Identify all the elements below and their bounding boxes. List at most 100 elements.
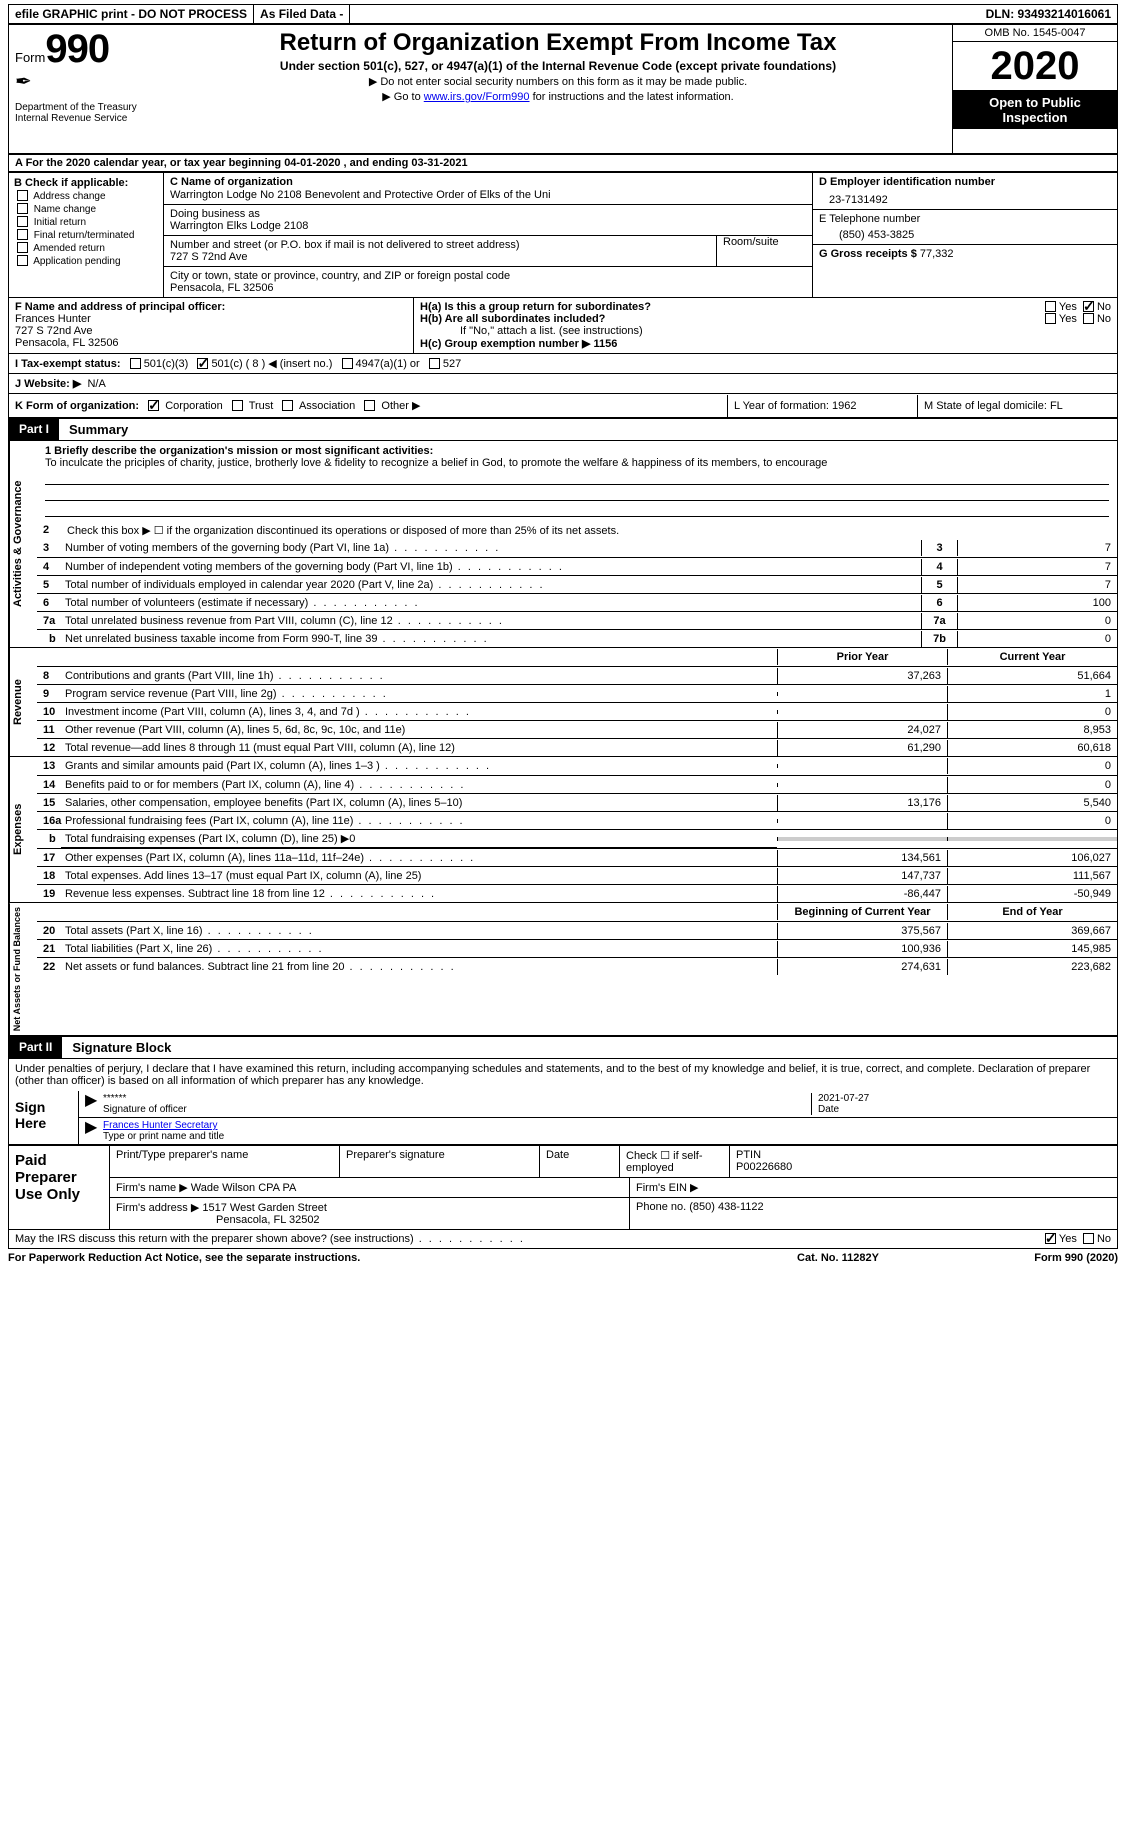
checkbox-icon[interactable]: [17, 190, 28, 201]
prep-label: Paid Preparer Use Only: [9, 1146, 109, 1229]
sig-declare: Under penalties of perjury, I declare th…: [9, 1059, 1117, 1091]
c-name-label: C Name of organization: [170, 176, 806, 188]
end-hdr: End of Year: [947, 904, 1117, 920]
tax-year: 2020: [953, 42, 1117, 91]
line17: Other expenses (Part IX, column (A), lin…: [61, 850, 777, 866]
sig-date: 2021-07-27: [818, 1093, 1111, 1104]
b22: 274,631: [777, 959, 947, 975]
f-label: F Name and address of principal officer:: [15, 301, 407, 313]
j-label: J Website: ▶: [15, 378, 81, 390]
hb-note: If "No," attach a list. (see instruction…: [420, 325, 1111, 337]
b-item: Final return/terminated: [14, 229, 158, 241]
val6: 100: [957, 595, 1117, 611]
checkbox-icon[interactable]: [364, 400, 375, 411]
phone-value: (850) 438-1122: [689, 1201, 763, 1213]
line10: Investment income (Part VIII, column (A)…: [61, 704, 777, 720]
checkbox-icon[interactable]: [130, 358, 141, 369]
b21: 100,936: [777, 941, 947, 957]
begin-hdr: Beginning of Current Year: [777, 904, 947, 920]
k-opt: Association: [299, 400, 355, 412]
form-word: Form: [15, 50, 45, 65]
arrow-icon: ▶: [85, 1120, 103, 1142]
checkbox-icon[interactable]: [1083, 301, 1094, 312]
b-item: Address change: [14, 190, 158, 202]
sig-name[interactable]: Frances Hunter Secretary: [103, 1120, 218, 1131]
section-b: B Check if applicable: Address change Na…: [9, 173, 164, 297]
footer-left: For Paperwork Reduction Act Notice, see …: [8, 1252, 738, 1264]
discuss-row: May the IRS discuss this return with the…: [8, 1230, 1118, 1249]
b20: 375,567: [777, 923, 947, 939]
header-left: Form990 ✒ Department of the Treasury Int…: [9, 25, 164, 153]
e20: 369,667: [947, 923, 1117, 939]
checkbox-icon[interactable]: [342, 358, 353, 369]
line8: Contributions and grants (Part VIII, lin…: [61, 668, 777, 684]
checkbox-icon[interactable]: [1083, 313, 1094, 324]
header-mid: Return of Organization Exempt From Incom…: [164, 25, 952, 153]
k-label: K Form of organization:: [15, 400, 139, 412]
checkbox-icon[interactable]: [1045, 313, 1056, 324]
line4: Number of independent voting members of …: [61, 559, 921, 575]
prep-h5: PTIN: [736, 1149, 761, 1161]
checkbox-icon[interactable]: [148, 400, 159, 411]
checkbox-icon[interactable]: [17, 255, 28, 266]
c-addr-label: Number and street (or P.O. box if mail i…: [170, 239, 716, 251]
current-hdr: Current Year: [947, 649, 1117, 665]
p9: [777, 692, 947, 696]
form-number: 990: [45, 27, 109, 71]
d-cell: D Employer identification number 23-7131…: [813, 173, 1117, 210]
p16a: [777, 819, 947, 823]
discuss-text: May the IRS discuss this return with the…: [15, 1233, 1042, 1245]
p8: 37,263: [777, 668, 947, 684]
i-opt: 501(c) ( 8 ) ◀ (insert no.): [211, 357, 332, 370]
g-label: G Gross receipts $: [819, 248, 917, 260]
checkbox-icon[interactable]: [17, 242, 28, 253]
checkbox-icon[interactable]: [429, 358, 440, 369]
line14: Benefits paid to or for members (Part IX…: [61, 777, 777, 793]
asfiled-label: As Filed Data -: [254, 5, 350, 23]
c8: 51,664: [947, 668, 1117, 684]
mission-block: 1 Briefly describe the organization's mi…: [37, 441, 1117, 521]
p13: [777, 764, 947, 768]
b-item: Application pending: [14, 255, 158, 267]
header-right: OMB No. 1545-0047 2020 Open to Public In…: [952, 25, 1117, 153]
c17: 106,027: [947, 850, 1117, 866]
checkbox-icon[interactable]: [232, 400, 243, 411]
revenue-label: Revenue: [9, 648, 37, 756]
line5: Total number of individuals employed in …: [61, 577, 921, 593]
irs-link[interactable]: www.irs.gov/Form990: [424, 91, 530, 103]
c15: 5,540: [947, 795, 1117, 811]
line22: Net assets or fund balances. Subtract li…: [61, 959, 777, 975]
sig-date-label: Date: [818, 1104, 1111, 1115]
c13: 0: [947, 758, 1117, 774]
c19: -50,949: [947, 886, 1117, 902]
j-value: N/A: [87, 378, 105, 390]
val5: 7: [957, 577, 1117, 593]
line3: Number of voting members of the governin…: [61, 540, 921, 556]
checkbox-icon[interactable]: [282, 400, 293, 411]
sig-stars: ******: [103, 1093, 811, 1104]
part1-title: Summary: [59, 419, 1117, 440]
preparer-block: Paid Preparer Use Only Print/Type prepar…: [8, 1145, 1118, 1230]
i-opt: 4947(a)(1) or: [356, 358, 420, 370]
checkbox-icon[interactable]: [197, 358, 208, 369]
prep-h2: Preparer's signature: [340, 1146, 540, 1177]
line13: Grants and similar amounts paid (Part IX…: [61, 758, 777, 774]
f-name: Frances Hunter: [15, 313, 407, 325]
e-cell: E Telephone number (850) 453-3825: [813, 210, 1117, 245]
prep-h4: Check ☐ if self-employed: [620, 1146, 730, 1177]
f-addr2: Pensacola, FL 32506: [15, 337, 407, 349]
checkbox-icon[interactable]: [17, 203, 28, 214]
b-label: Application pending: [33, 256, 120, 267]
checkbox-icon[interactable]: [1083, 1233, 1094, 1244]
row-klm: K Form of organization: Corporation Trus…: [8, 394, 1118, 418]
checkbox-icon[interactable]: [1045, 1233, 1056, 1244]
i-opt: 501(c)(3): [144, 358, 189, 370]
e-value: (850) 453-3825: [819, 229, 1111, 241]
firm-name: Wade Wilson CPA PA: [191, 1182, 297, 1194]
val4: 7: [957, 559, 1117, 575]
footer-right: Form 990 (2020): [938, 1252, 1118, 1264]
checkbox-icon[interactable]: [1045, 301, 1056, 312]
c-name-value: Warrington Lodge No 2108 Benevolent and …: [170, 189, 806, 201]
checkbox-icon[interactable]: [17, 229, 28, 240]
checkbox-icon[interactable]: [17, 216, 28, 227]
